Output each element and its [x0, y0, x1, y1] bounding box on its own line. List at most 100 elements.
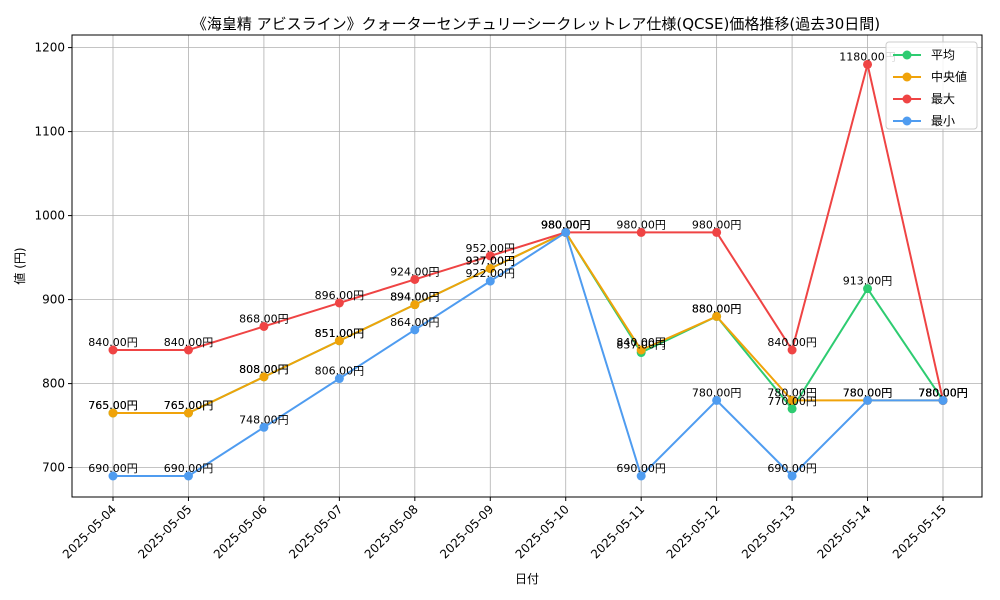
data-label: 980.00円	[692, 218, 742, 231]
data-point	[183, 471, 193, 481]
y-tick-label: 900	[42, 293, 65, 307]
y-axis: 700 800 900 1000 1100 1200	[34, 41, 72, 475]
data-label: 690.00円	[88, 462, 138, 475]
series-最小	[108, 227, 948, 481]
y-axis-title: 値 (円)	[12, 247, 27, 284]
data-label: 896.00円	[315, 289, 365, 302]
legend-marker	[902, 72, 912, 82]
legend-label: 最大	[931, 92, 955, 106]
legend-label: 最小	[931, 114, 955, 128]
data-label: 765.00円	[88, 399, 138, 412]
data-point	[561, 227, 571, 237]
data-label: 837.00円	[616, 339, 666, 352]
data-point	[712, 311, 722, 321]
data-label: 952.00円	[466, 242, 516, 255]
data-label: 851.00円	[315, 327, 365, 340]
data-label: 780.00円	[843, 386, 893, 399]
grid-lines	[72, 35, 982, 497]
data-label: 913.00円	[843, 275, 893, 288]
data-label: 780.00円	[918, 386, 968, 399]
legend-marker	[902, 50, 912, 60]
data-label: 840.00円	[767, 336, 817, 349]
data-point	[485, 264, 495, 274]
data-label: 851.00円	[315, 327, 365, 340]
data-label: 980.00円	[541, 218, 591, 231]
x-axis-title: 日付	[515, 572, 539, 586]
data-label: 690.00円	[767, 462, 817, 475]
data-label: 880.00円	[692, 302, 742, 315]
data-point	[334, 336, 344, 346]
data-label: 748.00円	[239, 413, 289, 426]
data-label: 690.00円	[164, 462, 214, 475]
data-point	[485, 251, 495, 261]
data-point	[259, 422, 269, 432]
data-label: 780.00円	[918, 386, 968, 399]
chart-title: 《海皇精 アビスライン》クォーターセンチュリーシークレットレア仕様(QCSE)価…	[192, 15, 880, 33]
data-label: 765.00円	[164, 399, 214, 412]
data-point	[334, 298, 344, 308]
data-point	[108, 345, 118, 355]
data-point	[636, 227, 646, 237]
data-point	[636, 345, 646, 355]
series-line	[113, 230, 943, 478]
data-label: 806.00円	[315, 365, 365, 378]
data-label: 937.00円	[466, 255, 516, 268]
data-label: 780.00円	[918, 386, 968, 399]
data-point	[259, 321, 269, 331]
data-label: 780.00円	[692, 386, 742, 399]
data-point	[334, 374, 344, 384]
legend-label: 中央値	[931, 69, 967, 84]
data-point	[863, 59, 873, 69]
data-point	[636, 471, 646, 481]
data-point	[485, 276, 495, 286]
data-label: 868.00円	[239, 312, 289, 325]
data-point	[787, 395, 797, 405]
data-label: 765.00円	[88, 399, 138, 412]
data-label: 980.00円	[616, 218, 666, 231]
data-label: 770.00円	[767, 395, 817, 408]
data-label: 980.00円	[541, 218, 591, 231]
plot-frame	[71, 34, 983, 498]
data-label: 924.00円	[390, 265, 440, 278]
data-point	[410, 274, 420, 284]
data-point	[787, 471, 797, 481]
data-point	[938, 395, 948, 405]
data-point	[787, 404, 797, 414]
series-line	[113, 231, 943, 414]
data-point	[108, 408, 118, 418]
data-label: 980.00円	[541, 218, 591, 231]
data-point	[410, 300, 420, 310]
data-label: 808.00円	[239, 363, 289, 376]
data-label: 780.00円	[767, 386, 817, 399]
data-label: 864.00円	[390, 316, 440, 329]
data-point	[183, 345, 193, 355]
y-tick-label: 1200	[34, 41, 65, 55]
data-point	[712, 227, 722, 237]
data-point	[787, 345, 797, 355]
data-point	[863, 395, 873, 405]
data-label: 922.00円	[466, 267, 516, 280]
data-label: 880.00円	[692, 302, 742, 315]
legend-label: 平均	[931, 48, 955, 62]
legend-marker	[902, 116, 912, 126]
series-layer	[108, 59, 948, 481]
data-label: 808.00円	[239, 363, 289, 376]
data-label: 840.00円	[164, 336, 214, 349]
data-label: 894.00円	[390, 291, 440, 304]
legend-box	[885, 41, 978, 130]
data-point	[863, 284, 873, 294]
data-label: 690.00円	[616, 462, 666, 475]
y-tick-label: 1000	[34, 209, 65, 223]
y-tick-label: 800	[42, 377, 65, 391]
data-label: 765.00円	[164, 399, 214, 412]
data-label: 937.00円	[466, 255, 516, 268]
data-label: 894.00円	[390, 291, 440, 304]
data-point	[410, 325, 420, 335]
data-point	[183, 408, 193, 418]
data-label: 840.00円	[88, 336, 138, 349]
legend-marker	[902, 94, 912, 104]
data-point	[259, 372, 269, 382]
y-tick-label: 1100	[34, 125, 65, 139]
